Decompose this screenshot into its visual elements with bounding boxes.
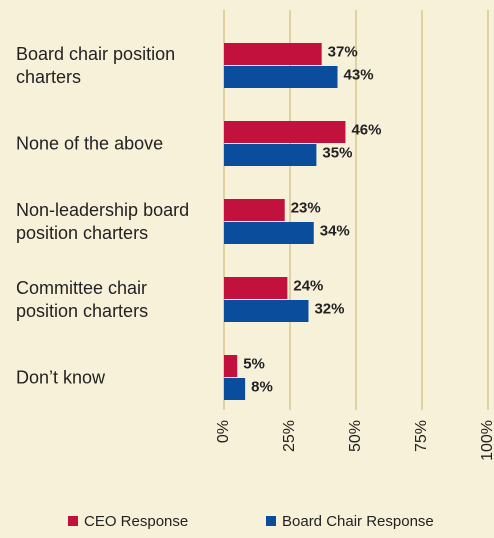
value-label: 35% [322, 144, 352, 161]
value-label: 8% [251, 378, 273, 395]
bar [224, 222, 314, 244]
value-label: 32% [314, 300, 344, 317]
value-label: 5% [243, 355, 265, 372]
bar [224, 300, 309, 322]
value-label: 24% [293, 277, 323, 294]
legend-swatch [68, 516, 78, 526]
value-label: 23% [291, 199, 321, 216]
x-tick-label: 50% [347, 420, 364, 452]
bar [224, 378, 246, 400]
category-label: Non-leadership board position charters [16, 200, 190, 243]
bar [224, 355, 238, 377]
bar [224, 199, 285, 221]
x-tick-label: 100% [479, 420, 494, 461]
bar [224, 43, 322, 65]
value-label: 37% [328, 43, 358, 60]
legend-swatch [266, 516, 276, 526]
bar [224, 144, 317, 166]
legend-label: Board Chair Response [282, 513, 434, 530]
value-label: 43% [344, 66, 374, 83]
bar [224, 121, 346, 143]
x-tick-label: 75% [413, 420, 430, 452]
value-label: 46% [351, 121, 381, 138]
x-tick-label: 25% [281, 420, 298, 452]
category-label: None of the above [16, 133, 164, 154]
bar [224, 277, 288, 299]
value-label: 34% [320, 222, 350, 239]
x-tick-label: 0% [215, 420, 232, 443]
category-label: Board chair position charters [16, 44, 176, 87]
category-label: Don’t know [16, 367, 106, 388]
legend-label: CEO Response [84, 513, 188, 530]
bar [224, 66, 338, 88]
category-label: Committee chair position charters [16, 278, 149, 321]
